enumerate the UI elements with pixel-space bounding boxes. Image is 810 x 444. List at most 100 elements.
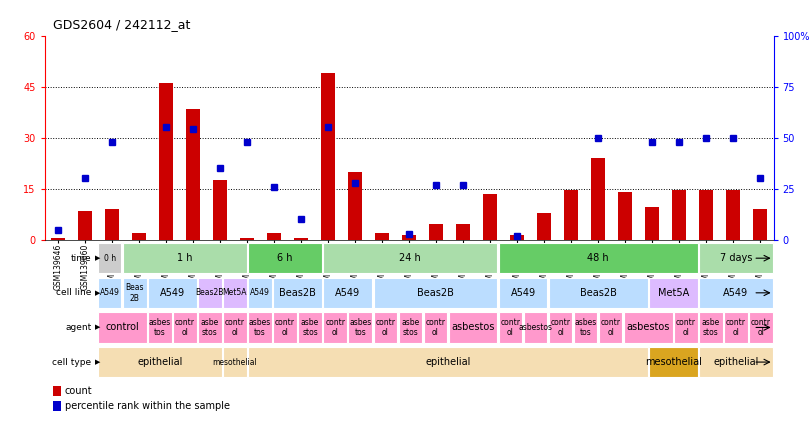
Bar (574, 312, 598, 343)
Bar (373, 312, 397, 343)
Bar (424, 312, 447, 343)
Text: ▶: ▶ (95, 255, 100, 261)
Bar (449, 312, 497, 343)
Bar (241, 238, 254, 240)
Text: agent: agent (66, 323, 92, 332)
Text: asbes
tos: asbes tos (349, 318, 371, 337)
Text: asbestos: asbestos (451, 322, 495, 333)
Bar (456, 225, 470, 240)
Text: A549: A549 (250, 288, 270, 297)
Text: 48 h: 48 h (587, 253, 609, 263)
Text: Beas2B: Beas2B (196, 288, 224, 297)
Text: count: count (65, 386, 92, 396)
Text: ▶: ▶ (95, 325, 100, 330)
Bar (294, 238, 308, 240)
Text: contr
ol: contr ol (425, 318, 446, 337)
Bar (224, 347, 247, 377)
Bar (298, 312, 322, 343)
Bar (173, 312, 197, 343)
Text: contr
ol: contr ol (551, 318, 570, 337)
Text: asbe
stos: asbe stos (301, 318, 319, 337)
Bar (591, 158, 605, 240)
Text: cell line: cell line (56, 288, 92, 297)
Bar (98, 347, 222, 377)
Bar (499, 312, 522, 343)
Text: A549: A549 (723, 288, 748, 298)
Bar (699, 312, 723, 343)
Bar (649, 347, 697, 377)
Bar (699, 347, 773, 377)
Bar (537, 213, 551, 240)
Text: asbe
stos: asbe stos (401, 318, 420, 337)
Bar (618, 192, 632, 240)
Bar (213, 180, 227, 240)
Bar (348, 312, 372, 343)
Text: A549: A549 (335, 288, 360, 298)
Bar (186, 109, 200, 240)
Text: percentile rank within the sample: percentile rank within the sample (65, 401, 230, 411)
Bar (148, 278, 197, 308)
Bar (565, 190, 578, 240)
Bar (724, 312, 748, 343)
Bar (727, 190, 740, 240)
Text: 1 h: 1 h (177, 253, 193, 263)
Text: contr
ol: contr ol (175, 318, 195, 337)
Bar (198, 278, 222, 308)
Text: 6 h: 6 h (277, 253, 293, 263)
Text: asbestos: asbestos (518, 323, 552, 332)
Text: epithelial: epithelial (137, 357, 182, 367)
Text: asbes
tos: asbes tos (574, 318, 597, 337)
Bar (323, 243, 497, 274)
Text: Beas2B: Beas2B (279, 288, 316, 298)
Bar (160, 83, 173, 240)
Text: A549: A549 (510, 288, 535, 298)
Text: contr
ol: contr ol (375, 318, 395, 337)
Bar (53, 386, 61, 396)
Text: mesothelial: mesothelial (645, 357, 701, 367)
Bar (322, 73, 335, 240)
Bar (672, 190, 686, 240)
Text: asbestos: asbestos (627, 322, 670, 333)
Bar (105, 209, 119, 240)
Bar (98, 243, 121, 274)
Bar (624, 312, 672, 343)
Text: Beas2B: Beas2B (580, 288, 616, 298)
Bar (323, 312, 347, 343)
Bar (51, 238, 65, 240)
Bar (429, 225, 443, 240)
Bar (674, 312, 697, 343)
Bar (148, 312, 172, 343)
Text: asbes
tos: asbes tos (149, 318, 171, 337)
Text: contr
ol: contr ol (751, 318, 771, 337)
Text: cell type: cell type (53, 357, 92, 367)
Bar (53, 401, 61, 411)
Bar (132, 233, 146, 240)
Text: contr
ol: contr ol (325, 318, 345, 337)
Text: epithelial: epithelial (425, 357, 471, 367)
Text: 7 days: 7 days (720, 253, 752, 263)
Text: contr
ol: contr ol (676, 318, 696, 337)
Text: GDS2604 / 242112_at: GDS2604 / 242112_at (53, 18, 190, 31)
Bar (549, 278, 647, 308)
Bar (699, 190, 713, 240)
Bar (499, 278, 548, 308)
Bar (123, 243, 247, 274)
Bar (273, 312, 296, 343)
Text: Met5A: Met5A (658, 288, 689, 298)
Text: Beas
2B: Beas 2B (126, 283, 144, 302)
Text: asbes
tos: asbes tos (249, 318, 271, 337)
Bar (323, 278, 372, 308)
Text: control: control (105, 322, 139, 333)
Text: ▶: ▶ (95, 359, 100, 365)
Bar (267, 233, 281, 240)
Bar (549, 312, 573, 343)
Text: asbe
stos: asbe stos (201, 318, 219, 337)
Text: 24 h: 24 h (399, 253, 421, 263)
Bar (248, 278, 272, 308)
Bar (373, 278, 497, 308)
Text: Met5A: Met5A (223, 288, 247, 297)
Bar (699, 278, 773, 308)
Bar (399, 312, 422, 343)
Text: time: time (71, 254, 92, 263)
Bar (198, 312, 222, 343)
